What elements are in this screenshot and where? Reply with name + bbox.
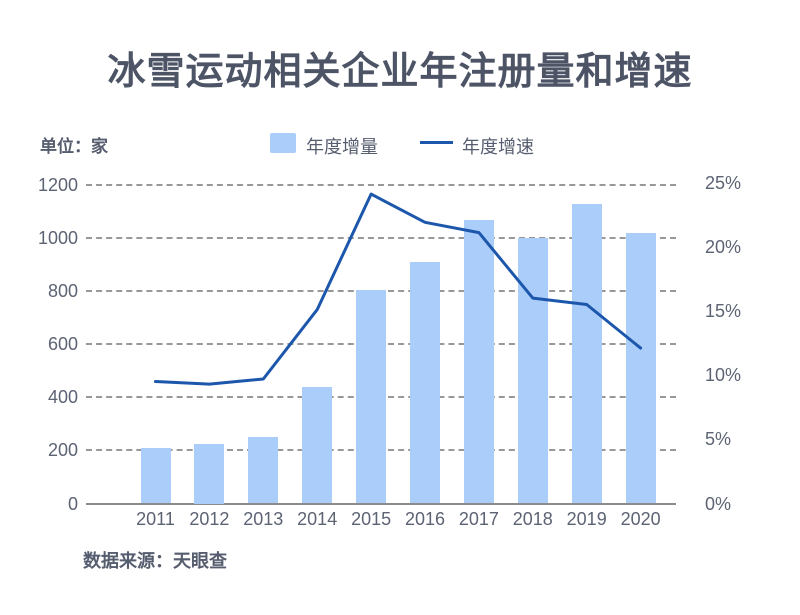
y-axis-label-right: 10% bbox=[705, 365, 742, 386]
y-axis-label-right: 20% bbox=[705, 236, 742, 257]
unit-label: 单位：家 bbox=[40, 137, 108, 156]
legend-bar-swatch-icon bbox=[270, 133, 296, 153]
x-axis-label: 2015 bbox=[351, 509, 392, 529]
bar-2018 bbox=[517, 238, 548, 504]
x-axis-label: 2016 bbox=[404, 509, 446, 529]
y-axis-label-left: 200 bbox=[47, 440, 78, 461]
y-axis-label-left: 1200 bbox=[37, 175, 78, 195]
y-axis-label-left: 600 bbox=[47, 334, 78, 355]
y-axis-label-left: 400 bbox=[47, 387, 78, 408]
y-axis-label-left: 800 bbox=[47, 281, 78, 302]
x-axis-label: 2011 bbox=[136, 509, 175, 529]
data-source-label: 数据来源：天眼查 bbox=[83, 551, 227, 571]
bar-2012 bbox=[194, 443, 225, 504]
x-axis-label: 2013 bbox=[243, 509, 284, 529]
legend-line-swatch-icon bbox=[420, 141, 453, 144]
bar-2019 bbox=[571, 203, 602, 504]
x-axis-label: 2014 bbox=[297, 509, 338, 529]
bar-2017 bbox=[463, 219, 494, 504]
y-axis-label-left: 1000 bbox=[37, 228, 78, 249]
bar-2013 bbox=[248, 437, 279, 504]
bar-2011 bbox=[140, 447, 171, 504]
y-axis-label-right: 5% bbox=[705, 429, 732, 450]
page-title: 冰雪运动相关企业年注册量和增速 bbox=[107, 51, 693, 93]
legend-line-label: 年度增速 bbox=[462, 137, 534, 157]
x-axis-baseline bbox=[86, 502, 676, 505]
x-axis-label: 2012 bbox=[189, 509, 230, 529]
x-axis-label: 2017 bbox=[458, 509, 499, 529]
y-axis-label-left: 0 bbox=[67, 493, 78, 514]
y-axis-label-right: 0% bbox=[705, 493, 732, 514]
x-axis-label: 2020 bbox=[620, 509, 661, 529]
growth-line-path bbox=[154, 192, 643, 386]
gridline bbox=[86, 237, 676, 240]
bar-2014 bbox=[302, 386, 333, 504]
y-axis-label-right: 15% bbox=[705, 300, 742, 321]
y-axis-label-right: 25% bbox=[705, 172, 742, 193]
bar-2015 bbox=[356, 289, 387, 504]
legend-bar-label: 年度增量 bbox=[306, 137, 378, 157]
x-axis-label: 2019 bbox=[566, 509, 607, 529]
bar-2020 bbox=[625, 232, 656, 504]
bar-2016 bbox=[410, 261, 440, 504]
x-axis-label: 2018 bbox=[512, 509, 553, 529]
gridline bbox=[86, 184, 676, 186]
